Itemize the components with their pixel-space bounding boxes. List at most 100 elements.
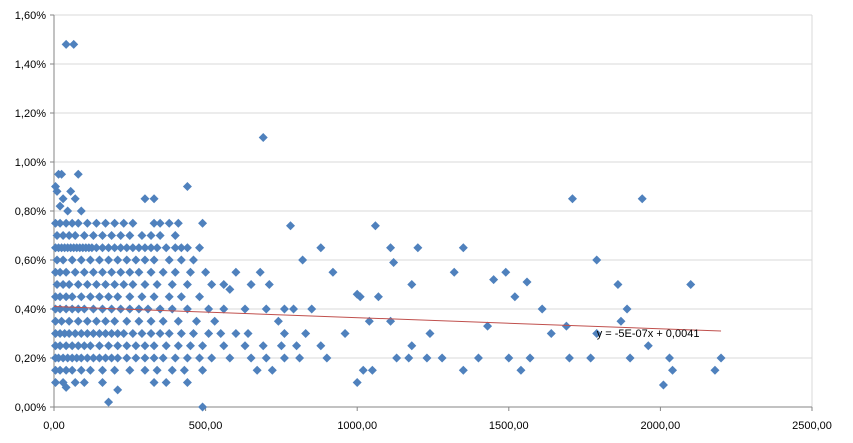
data-point [285,221,295,231]
data-point [276,341,286,351]
data-point [367,365,377,375]
data-point [61,382,71,392]
data-point [146,231,156,240]
data-point [473,353,483,363]
data-point [113,353,123,363]
data-point [125,267,135,277]
axes [50,14,813,411]
data-point [219,304,229,314]
data-point [51,329,61,338]
data-point [449,267,459,277]
data-point [122,255,132,265]
data-point [146,267,156,277]
data-point [61,365,71,375]
data-point [392,353,402,363]
data-point [437,353,447,363]
data-point [85,255,95,265]
data-point [210,316,220,326]
y-tick-label: 0,40% [15,304,46,316]
data-point [537,304,547,314]
data-point [179,365,189,375]
data-point [149,378,159,387]
data-point [70,378,80,387]
data-point [101,316,111,326]
data-point [622,304,632,314]
data-point [91,218,101,228]
data-point [104,341,114,351]
data-point [55,365,65,375]
data-point [128,218,138,228]
data-point [710,365,720,375]
data-point [295,353,305,363]
data-point [386,243,396,253]
data-point [76,329,86,338]
data-point [161,378,171,387]
data-point [64,316,74,326]
data-point [70,267,80,277]
data-point [116,243,126,253]
data-point [352,378,362,387]
data-point [51,292,61,302]
data-point [98,231,108,240]
data-point [101,353,111,363]
data-point [407,280,417,289]
data-point [134,267,144,277]
data-point [289,304,299,314]
data-point [131,255,141,265]
data-point [110,365,120,375]
data-point [358,365,368,375]
data-point [119,280,129,289]
data-point [243,329,253,338]
data-point [107,267,117,277]
data-point [140,341,150,351]
y-tick-label: 0,00% [15,402,46,414]
data-point [87,243,97,253]
data-point [98,304,108,314]
data-point [64,280,74,289]
data-point [70,329,80,338]
data-point [316,341,326,351]
data-point [140,255,150,265]
data-point [101,329,111,338]
data-point [207,280,217,289]
data-point [182,182,192,191]
data-point [52,255,62,265]
trendline [53,306,722,332]
data-point [51,218,61,228]
data-point [501,267,511,277]
data-point [79,378,89,387]
data-point [61,341,71,351]
data-point [55,201,65,211]
data-point [686,280,696,289]
data-point [113,292,123,302]
data-point [134,243,144,253]
trendline-equation: y = -5E-07x + 0,0041 [597,328,700,340]
data-point [94,341,104,351]
data-point [55,267,65,277]
x-tick-label: 2500,00 [792,420,832,432]
data-point [616,316,626,326]
data-point [140,243,150,253]
data-point [167,280,177,289]
data-point [116,267,126,277]
data-point [373,292,383,302]
data-point [88,304,98,314]
data-point [389,257,399,267]
data-point [82,280,92,289]
data-point [322,353,332,363]
data-point [128,329,138,338]
data-point [82,218,92,228]
data-point [407,341,417,351]
data-point [279,304,289,314]
data-point [225,284,235,294]
data-point [164,255,174,265]
data-point [219,280,229,289]
data-point [525,353,535,363]
data-point [146,243,156,253]
data-point [79,341,89,351]
data-point [73,218,83,228]
data-point [125,292,135,302]
data-point [55,341,65,351]
